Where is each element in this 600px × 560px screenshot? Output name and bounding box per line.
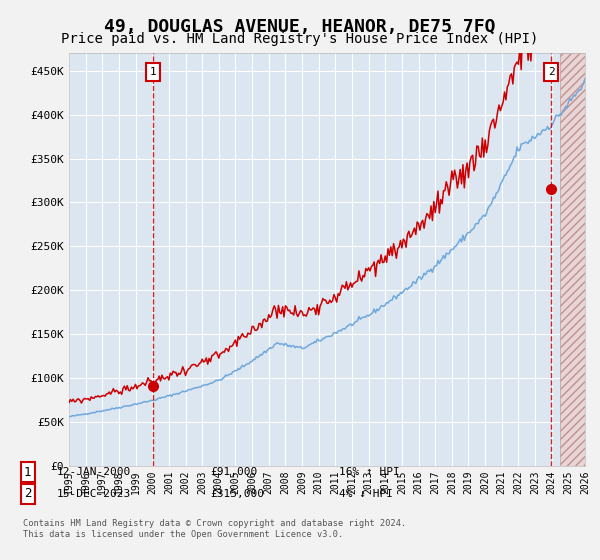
Bar [560, 53, 585, 466]
Text: Price paid vs. HM Land Registry's House Price Index (HPI): Price paid vs. HM Land Registry's House … [61, 32, 539, 46]
Text: 16% ↑ HPI: 16% ↑ HPI [339, 467, 400, 477]
Text: 4% ↓ HPI: 4% ↓ HPI [339, 489, 393, 499]
Text: £315,000: £315,000 [210, 489, 264, 499]
Text: Contains HM Land Registry data © Crown copyright and database right 2024.
This d: Contains HM Land Registry data © Crown c… [23, 519, 406, 539]
Text: 12-JAN-2000: 12-JAN-2000 [57, 467, 131, 477]
Text: 1: 1 [149, 67, 156, 77]
Text: 49, DOUGLAS AVENUE, HEANOR, DE75 7FQ: 49, DOUGLAS AVENUE, HEANOR, DE75 7FQ [104, 18, 496, 36]
Text: 2: 2 [548, 67, 554, 77]
Text: 1: 1 [24, 465, 32, 479]
Text: 2: 2 [24, 487, 32, 501]
Bar [560, 53, 585, 466]
Text: 15-DEC-2023: 15-DEC-2023 [57, 489, 131, 499]
Text: £91,000: £91,000 [210, 467, 257, 477]
